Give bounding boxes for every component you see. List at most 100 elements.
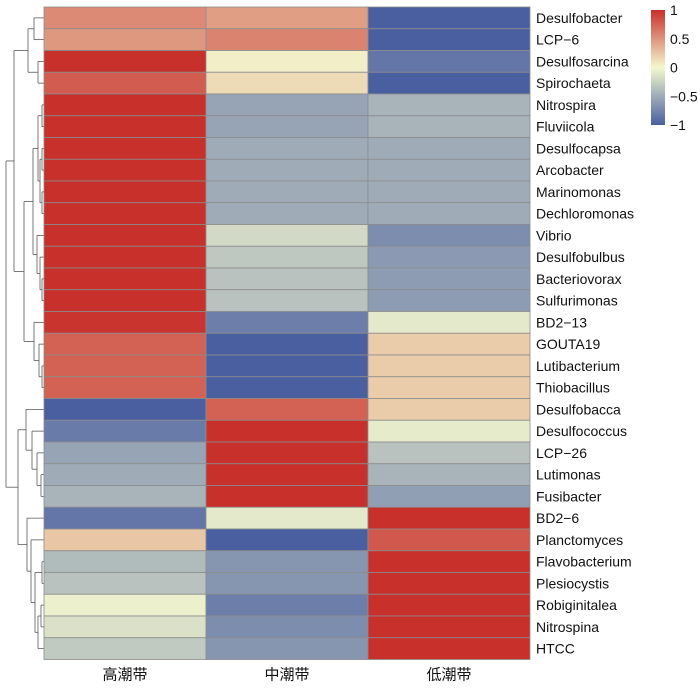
heatmap-cell — [205, 485, 369, 508]
row-label: Vibrio — [536, 227, 572, 243]
heatmap-cell — [367, 419, 531, 443]
column-label: 高潮带 — [102, 666, 147, 684]
heatmap-cell — [205, 376, 369, 399]
heatmap-cell — [43, 441, 207, 465]
legend-tick-label: 0 — [670, 60, 678, 76]
heatmap-cell — [43, 267, 207, 291]
heatmap-cell — [367, 637, 531, 660]
row-label: Lutibacterium — [536, 358, 620, 374]
heatmap-cell — [367, 267, 531, 291]
heatmap-cell — [43, 6, 207, 30]
heatmap-cell — [43, 137, 207, 160]
legend-tick-label: −0.5 — [670, 88, 698, 104]
heatmap-cell — [43, 158, 207, 182]
heatmap-cell — [367, 289, 531, 312]
heatmap-cell — [43, 311, 207, 334]
row-label: Fluviicola — [536, 119, 595, 135]
heatmap-cell — [205, 158, 369, 182]
heatmap-cell — [205, 463, 369, 486]
row-label: Desulfobacter — [536, 10, 623, 26]
heatmap-cell — [367, 6, 531, 30]
heatmap-cell — [43, 202, 207, 225]
heatmap-cell — [205, 593, 369, 617]
row-dendrogram — [5, 17, 44, 650]
heatmap-cell — [367, 115, 531, 138]
column-label: 低潮带 — [426, 666, 471, 684]
heatmap-cell — [367, 550, 531, 573]
row-label: Desulfocapsa — [536, 140, 621, 156]
heatmap-cell — [205, 6, 369, 30]
heatmap-cell — [43, 28, 207, 51]
heatmap-cell — [43, 93, 207, 117]
heatmap-cell — [367, 50, 531, 73]
heatmap-cell — [43, 245, 207, 269]
row-label: Plesiocystis — [536, 575, 609, 591]
heatmap-cell — [367, 398, 531, 421]
heatmap-cell — [43, 224, 207, 247]
row-label: Desulfococcus — [536, 423, 627, 439]
legend-tick-label: 0.5 — [670, 31, 690, 47]
heatmap-cell — [367, 93, 531, 117]
heatmap-cell — [205, 441, 369, 465]
heatmap-cell — [43, 528, 207, 552]
row-label: Arcobacter — [536, 162, 604, 178]
heatmap-cell — [43, 354, 207, 378]
heatmap-cell — [367, 354, 531, 378]
row-label: LCP−6 — [536, 32, 579, 48]
heatmap-cell — [43, 332, 207, 356]
heatmap-cell — [205, 572, 369, 595]
heatmap-cell — [367, 528, 531, 552]
heatmap-cell — [367, 202, 531, 225]
heatmap-cell — [43, 180, 207, 204]
heatmap-cell — [367, 71, 531, 95]
row-label: Thiobacillus — [536, 380, 610, 396]
heatmap-cell — [205, 354, 369, 378]
heatmap-cell — [367, 506, 531, 530]
row-label: Desulfobacca — [536, 401, 621, 417]
row-label: BD2−6 — [536, 510, 579, 526]
column-label: 中潮带 — [264, 666, 309, 684]
heatmap-cell — [205, 615, 369, 639]
row-label: Lutimonas — [536, 467, 601, 483]
heatmap-cell — [205, 71, 369, 95]
heatmap-cell — [43, 615, 207, 639]
row-label: GOUTA19 — [536, 336, 601, 352]
heatmap-cell — [43, 115, 207, 138]
row-label: Desulfobulbus — [536, 249, 625, 265]
heatmap-cell — [205, 528, 369, 552]
heatmap-cell — [367, 463, 531, 486]
row-label: Marinomonas — [536, 184, 621, 200]
heatmap-cell — [205, 93, 369, 117]
heatmap-cell — [43, 550, 207, 573]
row-label: Planctomyces — [536, 532, 623, 548]
legend-tick-label: 1 — [670, 2, 678, 18]
heatmap-cell — [205, 311, 369, 334]
heatmap-cell — [205, 550, 369, 573]
heatmap-cell — [205, 289, 369, 312]
heatmap-cell — [43, 50, 207, 73]
row-label: Bacteriovorax — [536, 271, 622, 287]
legend-tick-label: −1 — [670, 117, 686, 133]
heatmap-cell — [367, 332, 531, 356]
heatmap-cell — [367, 376, 531, 399]
heatmap-cell — [205, 202, 369, 225]
heatmap-cell — [205, 137, 369, 160]
row-label: Robiginitalea — [536, 597, 617, 613]
heatmap-cell — [367, 572, 531, 595]
row-label: Nitrospina — [536, 619, 599, 635]
row-label: Spirochaeta — [536, 75, 611, 91]
heatmap-cell — [205, 180, 369, 204]
heatmap-cell — [367, 180, 531, 204]
row-label: Desulfosarcina — [536, 53, 629, 69]
heatmap-cell — [205, 398, 369, 421]
color-legend: 1 0.5 0 −0.5 −1 — [651, 2, 698, 133]
heatmap-cell — [205, 419, 369, 443]
heatmap-cell — [43, 593, 207, 617]
column-labels: 高潮带 中潮带 低潮带 — [102, 666, 471, 684]
heatmap-cell — [367, 311, 531, 334]
heatmap-cell — [43, 419, 207, 443]
row-label: LCP−26 — [536, 445, 587, 461]
heatmap-cell — [43, 289, 207, 312]
heatmap-cell — [43, 463, 207, 486]
